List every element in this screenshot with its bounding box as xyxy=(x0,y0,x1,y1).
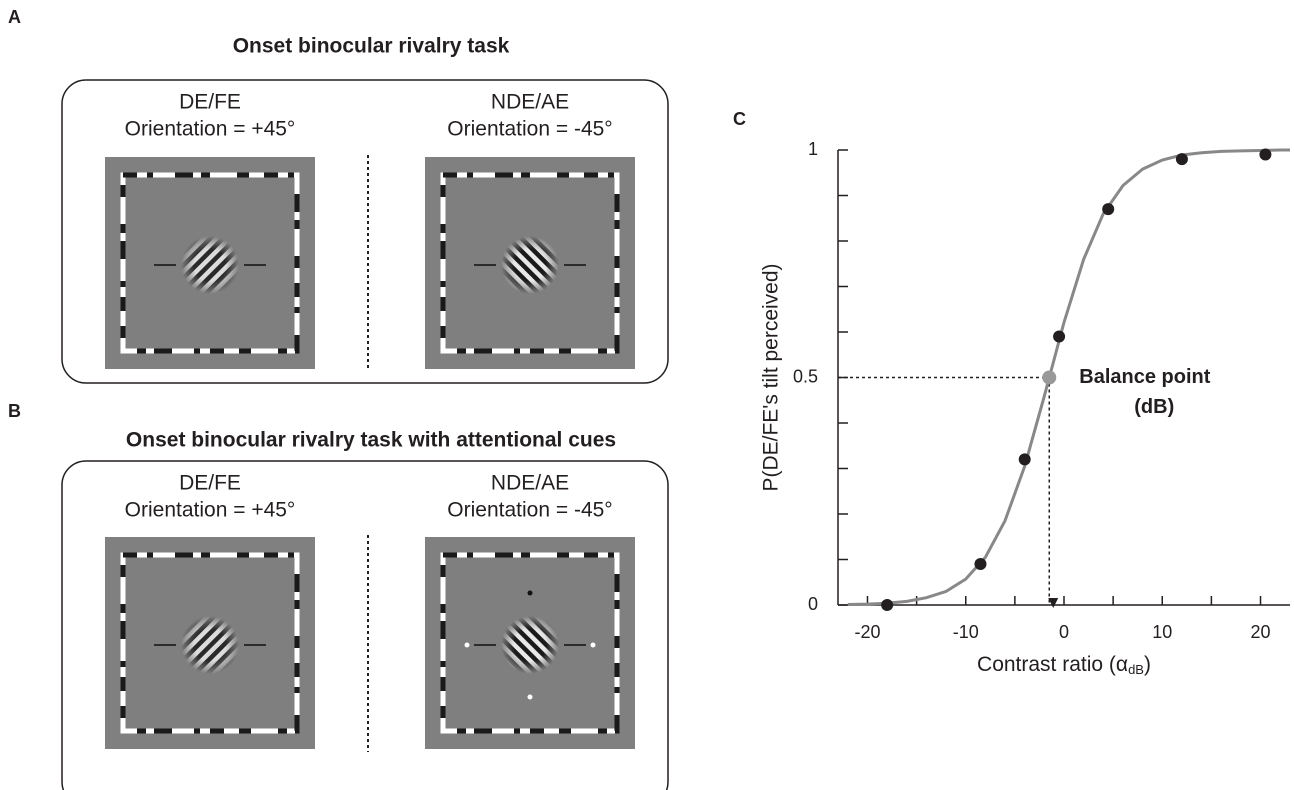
chart: C -20 -10 0 10 20 0 0.5 1 P(DE/FE's tilt perceive… xyxy=(733,109,1290,678)
stimulus xyxy=(425,537,635,749)
cue xyxy=(465,643,470,648)
annotation: (dB) xyxy=(1134,396,1174,418)
panel-letter: C xyxy=(733,109,746,129)
panel-letter: B xyxy=(8,401,21,421)
grating xyxy=(181,616,239,674)
x-tick-label: 10 xyxy=(1152,622,1172,642)
data-point xyxy=(881,599,893,611)
data-point xyxy=(1259,149,1271,161)
x-axis-label-end: ) xyxy=(1144,653,1151,676)
x-tick-label: 20 xyxy=(1251,622,1271,642)
cue xyxy=(528,695,533,700)
orientation-label: Orientation = +45° xyxy=(125,499,296,522)
x-tick-label: 0 xyxy=(1059,622,1069,642)
orientation-label: Orientation = -45° xyxy=(447,118,612,141)
annotation: Balance point xyxy=(1079,366,1210,388)
data-point xyxy=(1176,153,1188,165)
x-tick-label: -10 xyxy=(953,622,979,642)
y-tick-label: 1 xyxy=(808,139,818,159)
stimulus xyxy=(425,157,635,369)
eye-label: NDE/AE xyxy=(491,91,569,114)
panel-letter: A xyxy=(8,7,21,27)
figure: A Onset binocular rivalry task DE/FE Ori… xyxy=(0,0,1294,790)
balance-point xyxy=(1042,371,1056,385)
orientation-label: Orientation = -45° xyxy=(447,499,612,522)
stimulus-panels: A Onset binocular rivalry task DE/FE Ori… xyxy=(8,7,668,790)
x-axis-label-text: Contrast ratio (α xyxy=(977,653,1128,676)
orientation-label: Orientation = +45° xyxy=(125,118,296,141)
y-axis-label: P(DE/FE's tilt perceived) xyxy=(760,263,783,491)
fit-curve xyxy=(848,150,1290,605)
grating xyxy=(501,236,559,294)
data-point xyxy=(1102,203,1114,215)
data-point xyxy=(1053,331,1065,343)
y-tick-label: 0.5 xyxy=(793,366,818,386)
x-axis-label: Contrast ratio (αdB) xyxy=(977,653,1151,678)
grating xyxy=(181,236,239,294)
cue xyxy=(528,591,533,596)
panel-title: Onset binocular rivalry task xyxy=(233,35,510,58)
eye-label: DE/FE xyxy=(179,91,241,114)
x-axis-label-subscript: dB xyxy=(1128,662,1144,677)
eye-label: NDE/AE xyxy=(491,472,569,495)
stimulus xyxy=(105,157,315,369)
data-point xyxy=(974,558,986,570)
y-tick-label: 0 xyxy=(808,594,818,614)
panel-title: Onset binocular rivalry task with attent… xyxy=(126,429,616,452)
x-tick-label: -20 xyxy=(854,622,880,642)
stimulus xyxy=(105,537,315,749)
grating xyxy=(501,616,559,674)
data-point xyxy=(1019,453,1031,465)
eye-label: DE/FE xyxy=(179,472,241,495)
cue xyxy=(591,643,596,648)
